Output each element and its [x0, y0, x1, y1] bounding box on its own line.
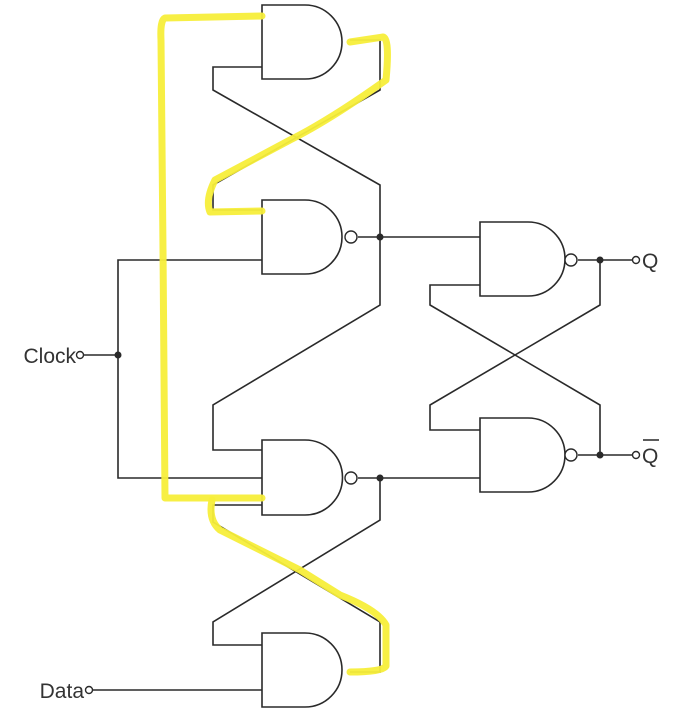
nand-gate-b	[261, 199, 358, 275]
nand-gate-a	[261, 4, 343, 80]
port-qbar	[631, 450, 641, 460]
nand-gate-qbar	[479, 417, 578, 493]
label-clock: Clock	[23, 345, 76, 368]
junction-clock	[114, 351, 122, 359]
junction-q	[596, 256, 604, 264]
label-q-bar: Q	[642, 445, 658, 468]
gates	[261, 4, 578, 708]
label-data: Data	[40, 680, 85, 703]
highlight-path-lower-loop	[207, 496, 390, 676]
wire-gateC-to-gateD	[212, 478, 381, 646]
highlight-path-upper	[157, 12, 266, 502]
junction-gateC-out	[376, 474, 384, 482]
nand-gate-q	[479, 221, 578, 297]
junctions	[75, 233, 641, 695]
wire-clock-to-gateC	[117, 355, 262, 479]
port-q	[631, 255, 641, 265]
labels: Clock Data Q Q	[23, 250, 659, 703]
nand-gate-d	[261, 632, 343, 708]
port-clock	[75, 350, 85, 360]
highlight-path-gateA-loop	[204, 33, 391, 216]
wire-q-cross	[429, 260, 601, 431]
wire-clock-to-gateB	[117, 259, 262, 355]
port-data	[84, 685, 94, 695]
wire-gateB-to-gateC	[212, 237, 381, 451]
junction-qbar	[596, 451, 604, 459]
nand-gate-c	[261, 439, 358, 516]
junction-gateB-out	[376, 233, 384, 241]
highlight-annotation	[157, 12, 391, 676]
wire-gateA-input2	[212, 66, 381, 237]
wires	[84, 39, 632, 691]
wire-q-feedback	[429, 284, 601, 455]
label-q: Q	[642, 250, 658, 273]
